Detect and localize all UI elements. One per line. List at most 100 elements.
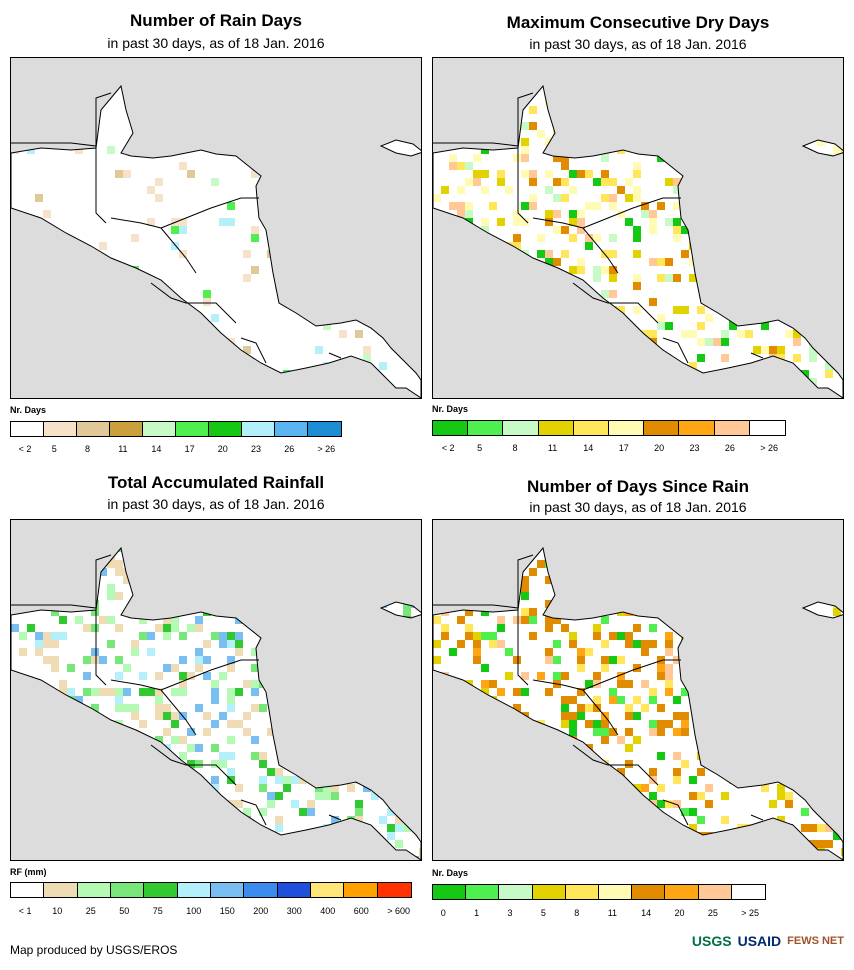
legend-tick-label: 20 — [654, 443, 665, 453]
data-cell — [433, 616, 441, 624]
legend-bar — [10, 421, 342, 437]
data-cell — [91, 608, 99, 616]
map-total-rainfall — [10, 519, 422, 861]
data-cell — [569, 632, 577, 640]
data-cell — [465, 632, 473, 640]
data-cell — [721, 816, 729, 824]
data-cell — [395, 816, 403, 824]
country-border — [517, 146, 529, 224]
data-cell — [83, 672, 91, 680]
data-cell — [529, 568, 537, 576]
data-cell — [681, 728, 689, 736]
data-cell — [609, 632, 617, 640]
coastline — [433, 546, 843, 860]
data-cell — [171, 624, 179, 632]
legend-tick-label: 17 — [618, 443, 629, 453]
data-cell — [179, 226, 187, 234]
data-cell — [35, 194, 43, 202]
data-cell — [465, 202, 473, 210]
country-border — [662, 799, 689, 826]
legend-tick-label: > 600 — [387, 906, 411, 916]
legend-tick-label: 150 — [219, 906, 235, 916]
data-cell — [569, 218, 577, 226]
legend-tick-label: 50 — [119, 906, 130, 916]
data-cell — [545, 600, 553, 608]
data-cell — [569, 186, 577, 194]
data-cell — [817, 138, 825, 146]
data-cell — [801, 824, 809, 832]
data-cell — [187, 170, 195, 178]
data-cell — [489, 632, 497, 640]
data-cell — [139, 632, 147, 640]
data-cell — [625, 704, 633, 712]
data-cell — [155, 736, 163, 744]
data-cell — [115, 560, 123, 568]
data-cell — [187, 672, 195, 680]
data-cell — [593, 728, 601, 736]
data-cell — [481, 632, 489, 640]
legend-tick-label: > 26 — [760, 443, 779, 453]
data-cell — [689, 792, 697, 800]
data-cell — [649, 728, 657, 736]
data-cell — [251, 680, 259, 688]
data-cell — [561, 250, 569, 258]
legend-tick-label: 23 — [689, 443, 700, 453]
data-cell — [649, 258, 657, 266]
legend-tick-label: < 2 — [441, 443, 455, 453]
data-cell — [379, 362, 387, 370]
data-cell — [625, 744, 633, 752]
data-cell — [99, 656, 107, 664]
legend-tick-label: 200 — [253, 906, 269, 916]
data-cell — [705, 314, 713, 322]
data-cell — [553, 640, 561, 648]
legend-tick-label: 100 — [186, 906, 202, 916]
legend-swatch — [44, 883, 78, 897]
legend-swatch — [731, 885, 765, 899]
data-cell — [259, 784, 267, 792]
data-cell — [657, 664, 665, 672]
data-cell — [513, 656, 521, 664]
legend-swatch — [377, 883, 411, 897]
data-cell — [449, 154, 457, 162]
data-cell — [793, 330, 801, 338]
data-cell — [657, 322, 665, 330]
data-cell — [155, 672, 163, 680]
legend-swatch — [665, 885, 699, 899]
data-cell — [601, 736, 609, 744]
data-cell — [99, 242, 107, 250]
data-cell — [649, 298, 657, 306]
data-cell — [331, 816, 339, 824]
country-border — [150, 744, 237, 786]
legend-tick-label: 14 — [151, 444, 162, 454]
data-cell — [657, 728, 665, 736]
legend-swatch — [209, 422, 242, 436]
data-cell — [187, 760, 195, 768]
data-cell — [171, 720, 179, 728]
legend-swatch — [177, 883, 211, 897]
data-cell — [513, 154, 521, 162]
data-cell — [75, 696, 83, 704]
data-cell — [195, 760, 203, 768]
data-cell — [521, 584, 529, 592]
data-cell — [521, 154, 529, 162]
legend-bar — [10, 882, 412, 898]
data-cell — [171, 688, 179, 696]
data-cell — [339, 330, 347, 338]
data-cell — [139, 720, 147, 728]
legend-swatch — [144, 883, 178, 897]
data-cell — [545, 688, 553, 696]
data-cell — [553, 616, 561, 624]
data-cell — [513, 210, 521, 218]
data-cell — [601, 640, 609, 648]
data-cell — [251, 704, 259, 712]
data-cell — [761, 784, 769, 792]
data-cell — [529, 632, 537, 640]
data-cell — [617, 736, 625, 744]
data-cell — [537, 560, 545, 568]
agency-logos: USGS USAID FEWS NET — [692, 933, 844, 949]
data-cell — [577, 648, 585, 656]
data-cell — [235, 632, 243, 640]
data-cell — [553, 154, 561, 162]
data-cell — [195, 664, 203, 672]
data-cell — [521, 616, 529, 624]
